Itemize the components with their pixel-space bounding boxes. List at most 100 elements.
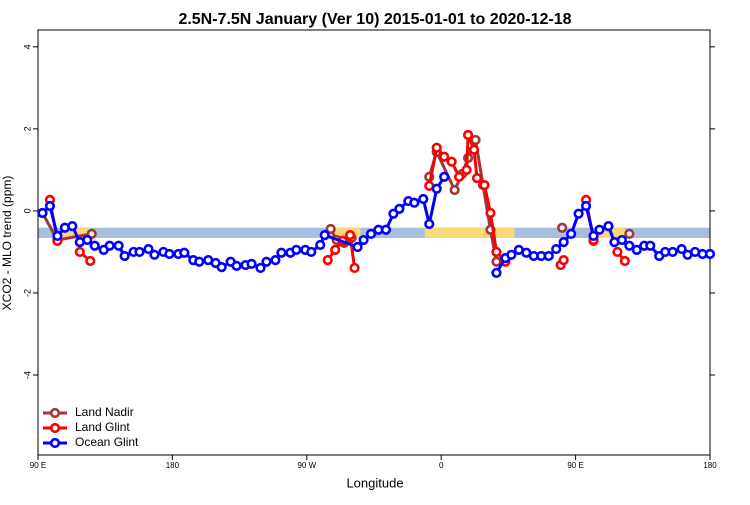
data-point	[44, 200, 56, 212]
data-point	[471, 172, 483, 184]
y-tick-label: 0	[22, 208, 32, 213]
data-point	[594, 224, 605, 235]
data-point	[485, 207, 496, 219]
data-point	[255, 262, 266, 274]
data-point	[449, 184, 460, 196]
data-point	[439, 171, 450, 182]
data-point	[619, 255, 630, 267]
data-point	[179, 247, 190, 258]
data-point	[631, 244, 642, 255]
data-point	[616, 234, 627, 246]
data-point	[365, 228, 377, 239]
data-point	[89, 240, 100, 251]
data-point	[551, 243, 562, 255]
data-point	[113, 240, 124, 251]
data-point	[143, 243, 154, 255]
data-point	[645, 240, 656, 251]
chart-title: 2.5N-7.5N January (Ver 10) 2015-01-01 to…	[178, 11, 571, 28]
data-point	[603, 220, 614, 232]
legend-label: Land Nadir	[75, 405, 134, 419]
data-point	[394, 203, 405, 214]
data-point	[461, 164, 472, 175]
legend-marker	[49, 407, 61, 419]
data-point	[439, 151, 450, 162]
data-point	[667, 246, 678, 258]
data-point	[543, 250, 554, 262]
data-point	[261, 256, 272, 267]
y-tick-label: 4	[22, 44, 32, 49]
legend-marker	[49, 422, 61, 434]
data-point	[380, 224, 392, 235]
data-point	[431, 142, 442, 153]
data-point	[506, 249, 517, 260]
data-point	[306, 246, 317, 258]
legend-label: Land Glint	[75, 420, 130, 434]
y-tick-label: -2	[22, 289, 32, 297]
y-axis-label: XCO2 - MLO trend (ppm)	[0, 176, 14, 311]
data-point	[580, 200, 592, 212]
data-point	[624, 240, 635, 251]
data-point	[588, 230, 599, 242]
x-tick-label: 90 E	[567, 461, 583, 470]
data-point	[358, 234, 369, 246]
x-tick-label: 180	[166, 461, 180, 470]
data-point	[85, 255, 96, 267]
data-point	[291, 244, 302, 255]
data-point	[216, 262, 227, 273]
data-point	[349, 262, 360, 274]
data-point	[352, 241, 363, 253]
plot-frame	[37, 29, 711, 456]
data-point	[558, 236, 569, 248]
data-point	[231, 260, 242, 271]
data-point	[82, 234, 93, 246]
x-tick-label: 0	[439, 461, 444, 470]
data-point	[424, 218, 435, 230]
data-point	[676, 243, 687, 255]
data-point	[446, 156, 457, 167]
data-point	[558, 255, 569, 266]
data-point	[37, 207, 48, 219]
data-point	[462, 129, 474, 141]
x-tick-label: 90 W	[297, 461, 316, 470]
data-point	[566, 228, 577, 239]
data-point	[557, 222, 568, 233]
data-point	[149, 249, 160, 260]
highlight-region	[424, 227, 515, 238]
data-point	[454, 171, 465, 182]
y-tick-label: 2	[22, 126, 32, 131]
data-point	[704, 248, 716, 260]
data-point	[246, 258, 257, 269]
data-point	[67, 220, 78, 232]
data-point	[74, 246, 85, 258]
data-point	[322, 255, 333, 266]
data-point	[134, 246, 145, 258]
y-tick-label: -4	[22, 371, 32, 379]
legend-marker	[49, 437, 61, 449]
data-point	[270, 255, 281, 266]
data-point	[319, 230, 330, 241]
data-point	[104, 240, 115, 251]
data-point	[470, 134, 481, 146]
data-point	[573, 208, 584, 219]
data-point	[491, 256, 502, 267]
data-point	[325, 223, 336, 235]
data-point	[119, 250, 130, 262]
data-point	[330, 244, 341, 255]
data-point	[491, 267, 502, 278]
data-point	[468, 144, 480, 155]
data-point	[612, 246, 623, 258]
data-point	[164, 248, 175, 260]
data-point	[479, 179, 490, 191]
data-point	[345, 230, 356, 241]
data-point	[431, 183, 442, 194]
data-point	[276, 247, 287, 258]
highlight-region	[327, 227, 361, 238]
x-tick-label: 180	[703, 461, 717, 470]
data-point	[624, 228, 635, 239]
data-point	[418, 193, 429, 205]
data-point	[491, 246, 502, 258]
data-point	[409, 197, 420, 208]
data-point	[52, 230, 63, 242]
